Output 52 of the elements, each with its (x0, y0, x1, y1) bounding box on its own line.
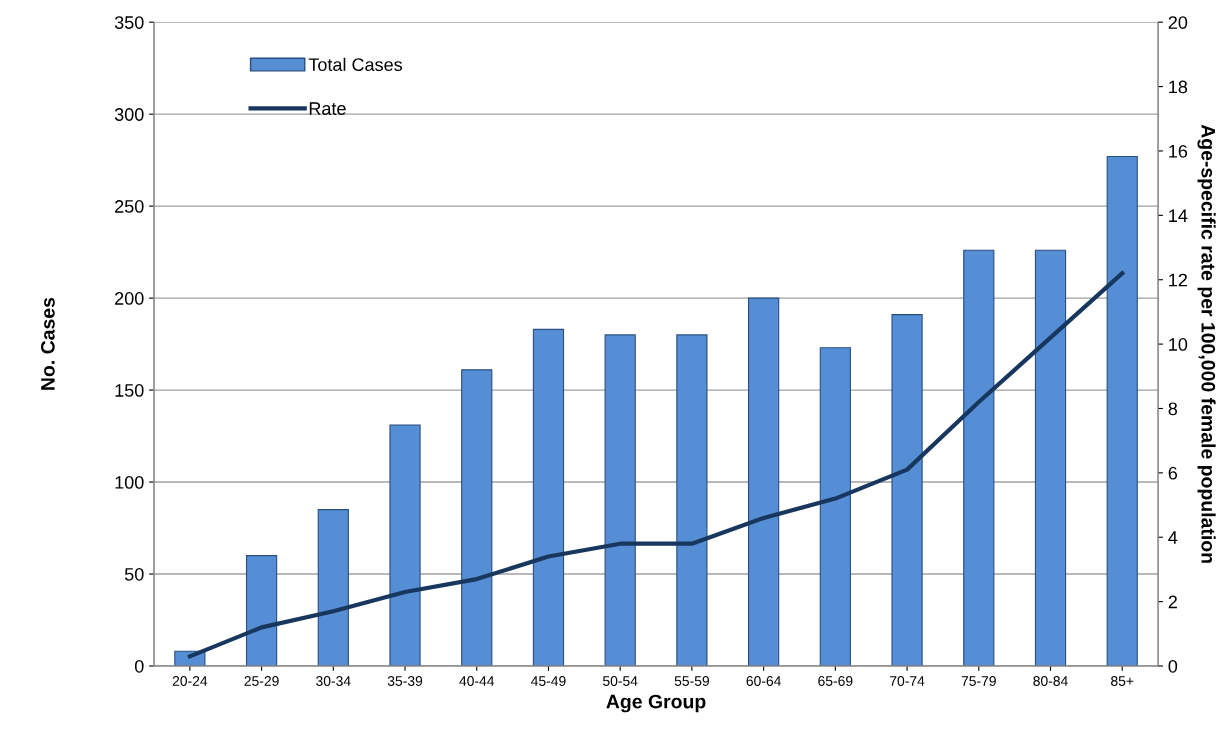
bar (963, 249, 995, 666)
y-tick-label: 100 (115, 475, 144, 489)
y-tick-label: 350 (114, 16, 144, 29)
x-tick-label: 65-69 (818, 676, 853, 686)
x-axis-title: Age Group (606, 694, 706, 713)
bar (891, 314, 923, 666)
bar (461, 369, 493, 666)
x-tick-label: 35-39 (387, 676, 423, 686)
x-tick-label: 20-24 (172, 676, 208, 686)
bar (748, 297, 780, 666)
y-tick-label: 300 (114, 108, 144, 121)
y2-tick-label: 14 (1169, 209, 1188, 222)
y-tick-label: 200 (115, 292, 144, 305)
x-tick-label: 55-59 (674, 676, 709, 686)
bar (317, 509, 349, 666)
y-axis-title: No. Cases (40, 297, 55, 390)
y2-tick-label: 8 (1168, 402, 1178, 416)
bar (1106, 155, 1138, 666)
x-tick-label: 40-44 (459, 676, 495, 686)
y2-tick-label: 12 (1169, 273, 1187, 287)
bar (819, 347, 851, 666)
bar (1034, 249, 1067, 666)
y2-tick-label: 10 (1169, 338, 1188, 351)
y-tick-label: 0 (134, 659, 144, 673)
y2-tick-label: 6 (1168, 466, 1178, 480)
x-tick-label: 85+ (1111, 676, 1134, 686)
x-tick-label: 75-79 (961, 676, 996, 686)
legend-label: Rate (309, 102, 346, 115)
bar (245, 555, 278, 666)
y-tick-label: 150 (115, 384, 144, 397)
x-tick-label: 30-34 (316, 676, 351, 686)
bar (532, 328, 565, 666)
x-tick-label: 80-84 (1033, 676, 1068, 686)
y2-tick-label: 2 (1168, 595, 1177, 609)
x-tick-label: 60-64 (746, 676, 781, 686)
bar (389, 424, 421, 666)
x-tick-label: 25-29 (244, 676, 279, 686)
y-tick-label: 50 (124, 567, 144, 581)
y2-tick-label: 16 (1169, 144, 1188, 158)
y2-axis-title: Age-specific rate per 100,000 female population (1197, 124, 1216, 563)
line-series (187, 271, 1125, 659)
x-tick-label: 45-49 (531, 676, 566, 686)
legend-label: Total Cases (308, 57, 403, 72)
bar (604, 334, 636, 666)
x-tick-label: 50-54 (602, 676, 638, 686)
y2-tick-label: 4 (1168, 531, 1178, 544)
bar (676, 334, 708, 666)
x-tick-label: 70-74 (890, 676, 925, 686)
y2-tick-label: 18 (1169, 80, 1188, 94)
y2-tick-label: 20 (1168, 16, 1188, 29)
y-tick-label: 250 (115, 200, 144, 213)
y2-tick-label: 0 (1168, 659, 1178, 673)
